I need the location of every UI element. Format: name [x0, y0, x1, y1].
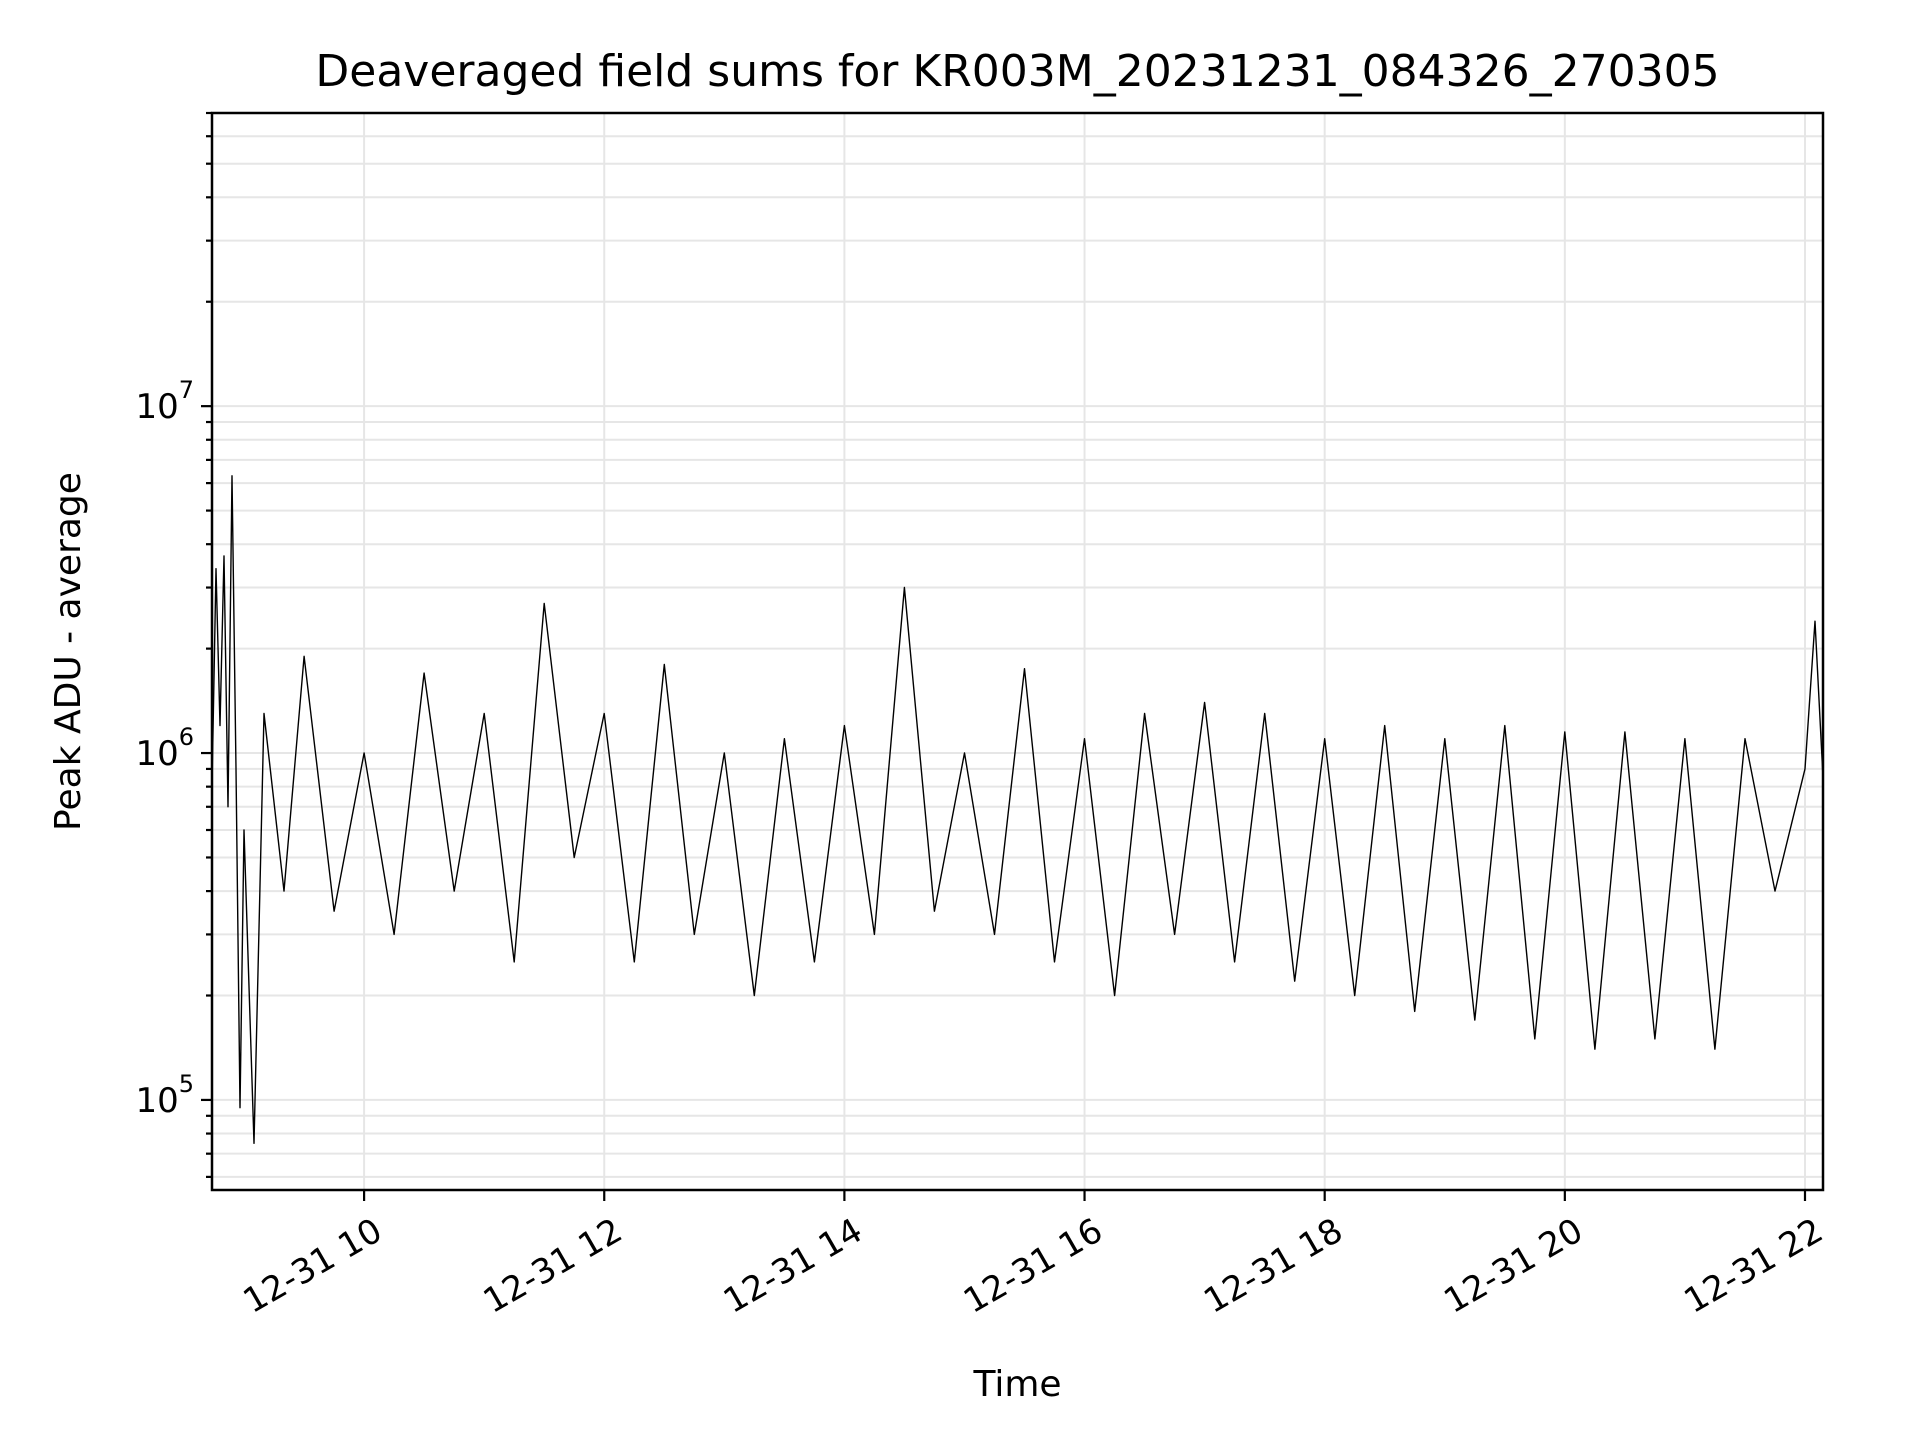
- y-tick-label: 105: [135, 1070, 194, 1121]
- series-line: [211, 475, 1824, 1145]
- y-axis-label: Peak ADU - average: [48, 472, 89, 831]
- x-tick-label: 12-31 18: [1197, 1211, 1349, 1322]
- x-tick-label: 12-31 12: [477, 1211, 629, 1322]
- y-tick-label: 107: [135, 376, 194, 427]
- y-tick-label: 106: [135, 723, 194, 774]
- axis-ticks: 105 106 107 12-31 10 12-31 12 12-31 14 12-31 1…: [135, 111, 1830, 1322]
- plot-frame: [210, 111, 1825, 1192]
- chart-title: Deaveraged field sums for KR003M_2023123…: [315, 46, 1719, 97]
- x-tick-label: 12-31 16: [957, 1211, 1109, 1322]
- series-layer: [211, 475, 1824, 1145]
- x-tick-label: 12-31 10: [237, 1211, 389, 1322]
- x-axis-label: Time: [972, 1364, 1061, 1405]
- x-tick-label: 12-31 22: [1677, 1211, 1829, 1322]
- grid: [212, 112, 1823, 1190]
- x-tick-label: 12-31 14: [717, 1211, 869, 1322]
- x-tick-label: 12-31 20: [1437, 1211, 1589, 1322]
